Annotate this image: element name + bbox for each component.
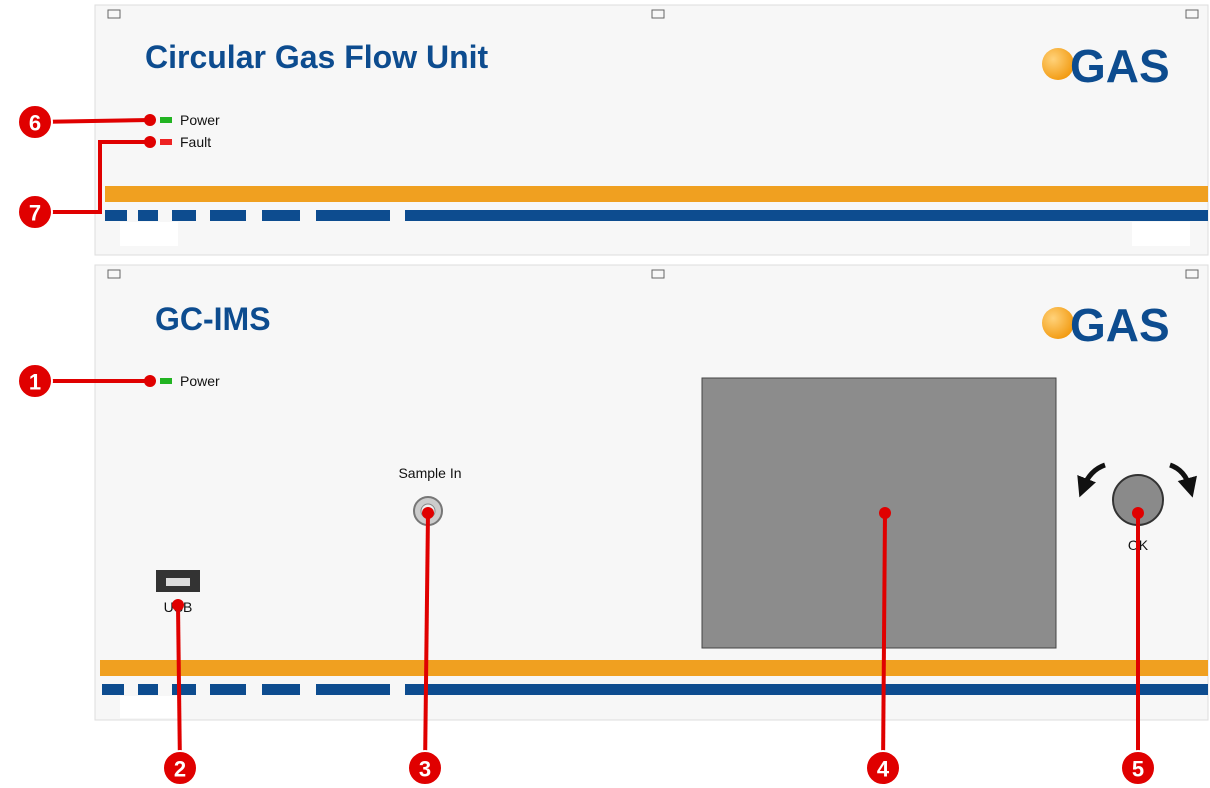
callout-badge [17, 104, 53, 140]
callout-badge [865, 750, 901, 786]
logo: GAS [1070, 40, 1170, 92]
indicator-label: Fault [180, 134, 211, 150]
panel-title: Circular Gas Flow Unit [145, 39, 489, 75]
callout-badge [17, 363, 53, 399]
logo: GAS [1070, 299, 1170, 351]
callout-number: 2 [174, 757, 186, 782]
callout-number: 1 [29, 370, 41, 395]
indicator-label: Power [180, 112, 220, 128]
port-label: Sample In [398, 465, 461, 481]
callout-badge [1120, 750, 1156, 786]
callout-number: 6 [29, 111, 41, 136]
gc-ims-panel: GC-IMS GAS Power Sample In USB OK [94, 264, 1209, 721]
leader-lines [34, 114, 1144, 769]
callout-number: 3 [419, 757, 431, 782]
callouts: 1 2 3 4 5 6 7 [17, 104, 1156, 786]
callout-badge [17, 194, 53, 230]
flow-unit-panel: Circular Gas Flow Unit GAS Power Fault [94, 4, 1209, 256]
callout-badge [407, 750, 443, 786]
panel-title: GC-IMS [155, 301, 271, 337]
callout-badge [162, 750, 198, 786]
indicator-label: Power [180, 373, 220, 389]
callout-number: 5 [1132, 757, 1144, 782]
callout-number: 4 [877, 757, 890, 782]
callout-number: 7 [29, 201, 41, 226]
